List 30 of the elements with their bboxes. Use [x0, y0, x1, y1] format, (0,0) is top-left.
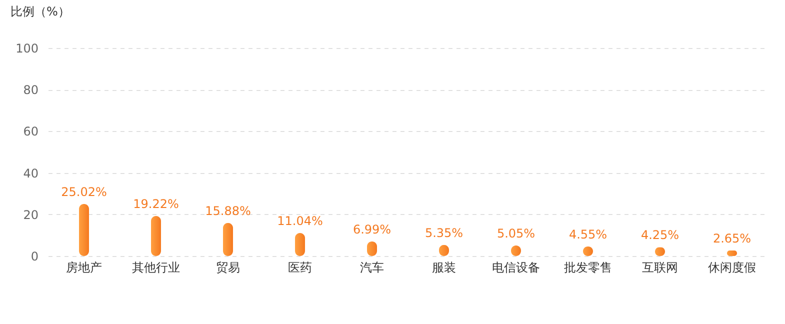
data-label: 5.35%	[424, 226, 464, 240]
data-label: 4.55%	[568, 228, 608, 242]
y-tick-label: 80	[23, 83, 38, 98]
data-label: 25.02%	[61, 184, 107, 199]
data-label: 5.05%	[496, 226, 536, 240]
x-tick-label: 互联网	[642, 260, 678, 274]
x-tick-label: 医药	[288, 260, 312, 274]
x-tick-label: 休闲度假	[708, 260, 756, 274]
bar	[79, 204, 89, 256]
x-tick-label: 房地产	[66, 260, 102, 274]
data-label: 19.22%	[133, 197, 179, 212]
y-tick-label: 20	[23, 208, 38, 222]
x-tick-label: 服装	[432, 260, 456, 274]
data-label: 6.99%	[352, 222, 392, 236]
y-tick-label: 0	[30, 250, 38, 264]
bar	[223, 222, 233, 256]
x-tick-label: 电信设备	[492, 260, 540, 274]
data-label: 2.65%	[712, 231, 752, 246]
x-tick-label: 批发零售	[564, 260, 612, 274]
x-tick-label: 其他行业	[132, 260, 180, 274]
data-label: 4.25%	[640, 228, 680, 242]
y-tick-label: 40	[23, 166, 38, 180]
bar	[151, 216, 161, 256]
x-tick-label: 汽车	[360, 260, 384, 274]
y-tick-label: 60	[23, 124, 38, 139]
x-tick-label: 贸易	[216, 260, 240, 274]
data-label: 11.04%	[277, 214, 323, 228]
data-label: 15.88%	[205, 204, 251, 218]
y-tick-label: 100	[16, 42, 38, 56]
y-axis-title: 比例（%）	[10, 4, 70, 18]
